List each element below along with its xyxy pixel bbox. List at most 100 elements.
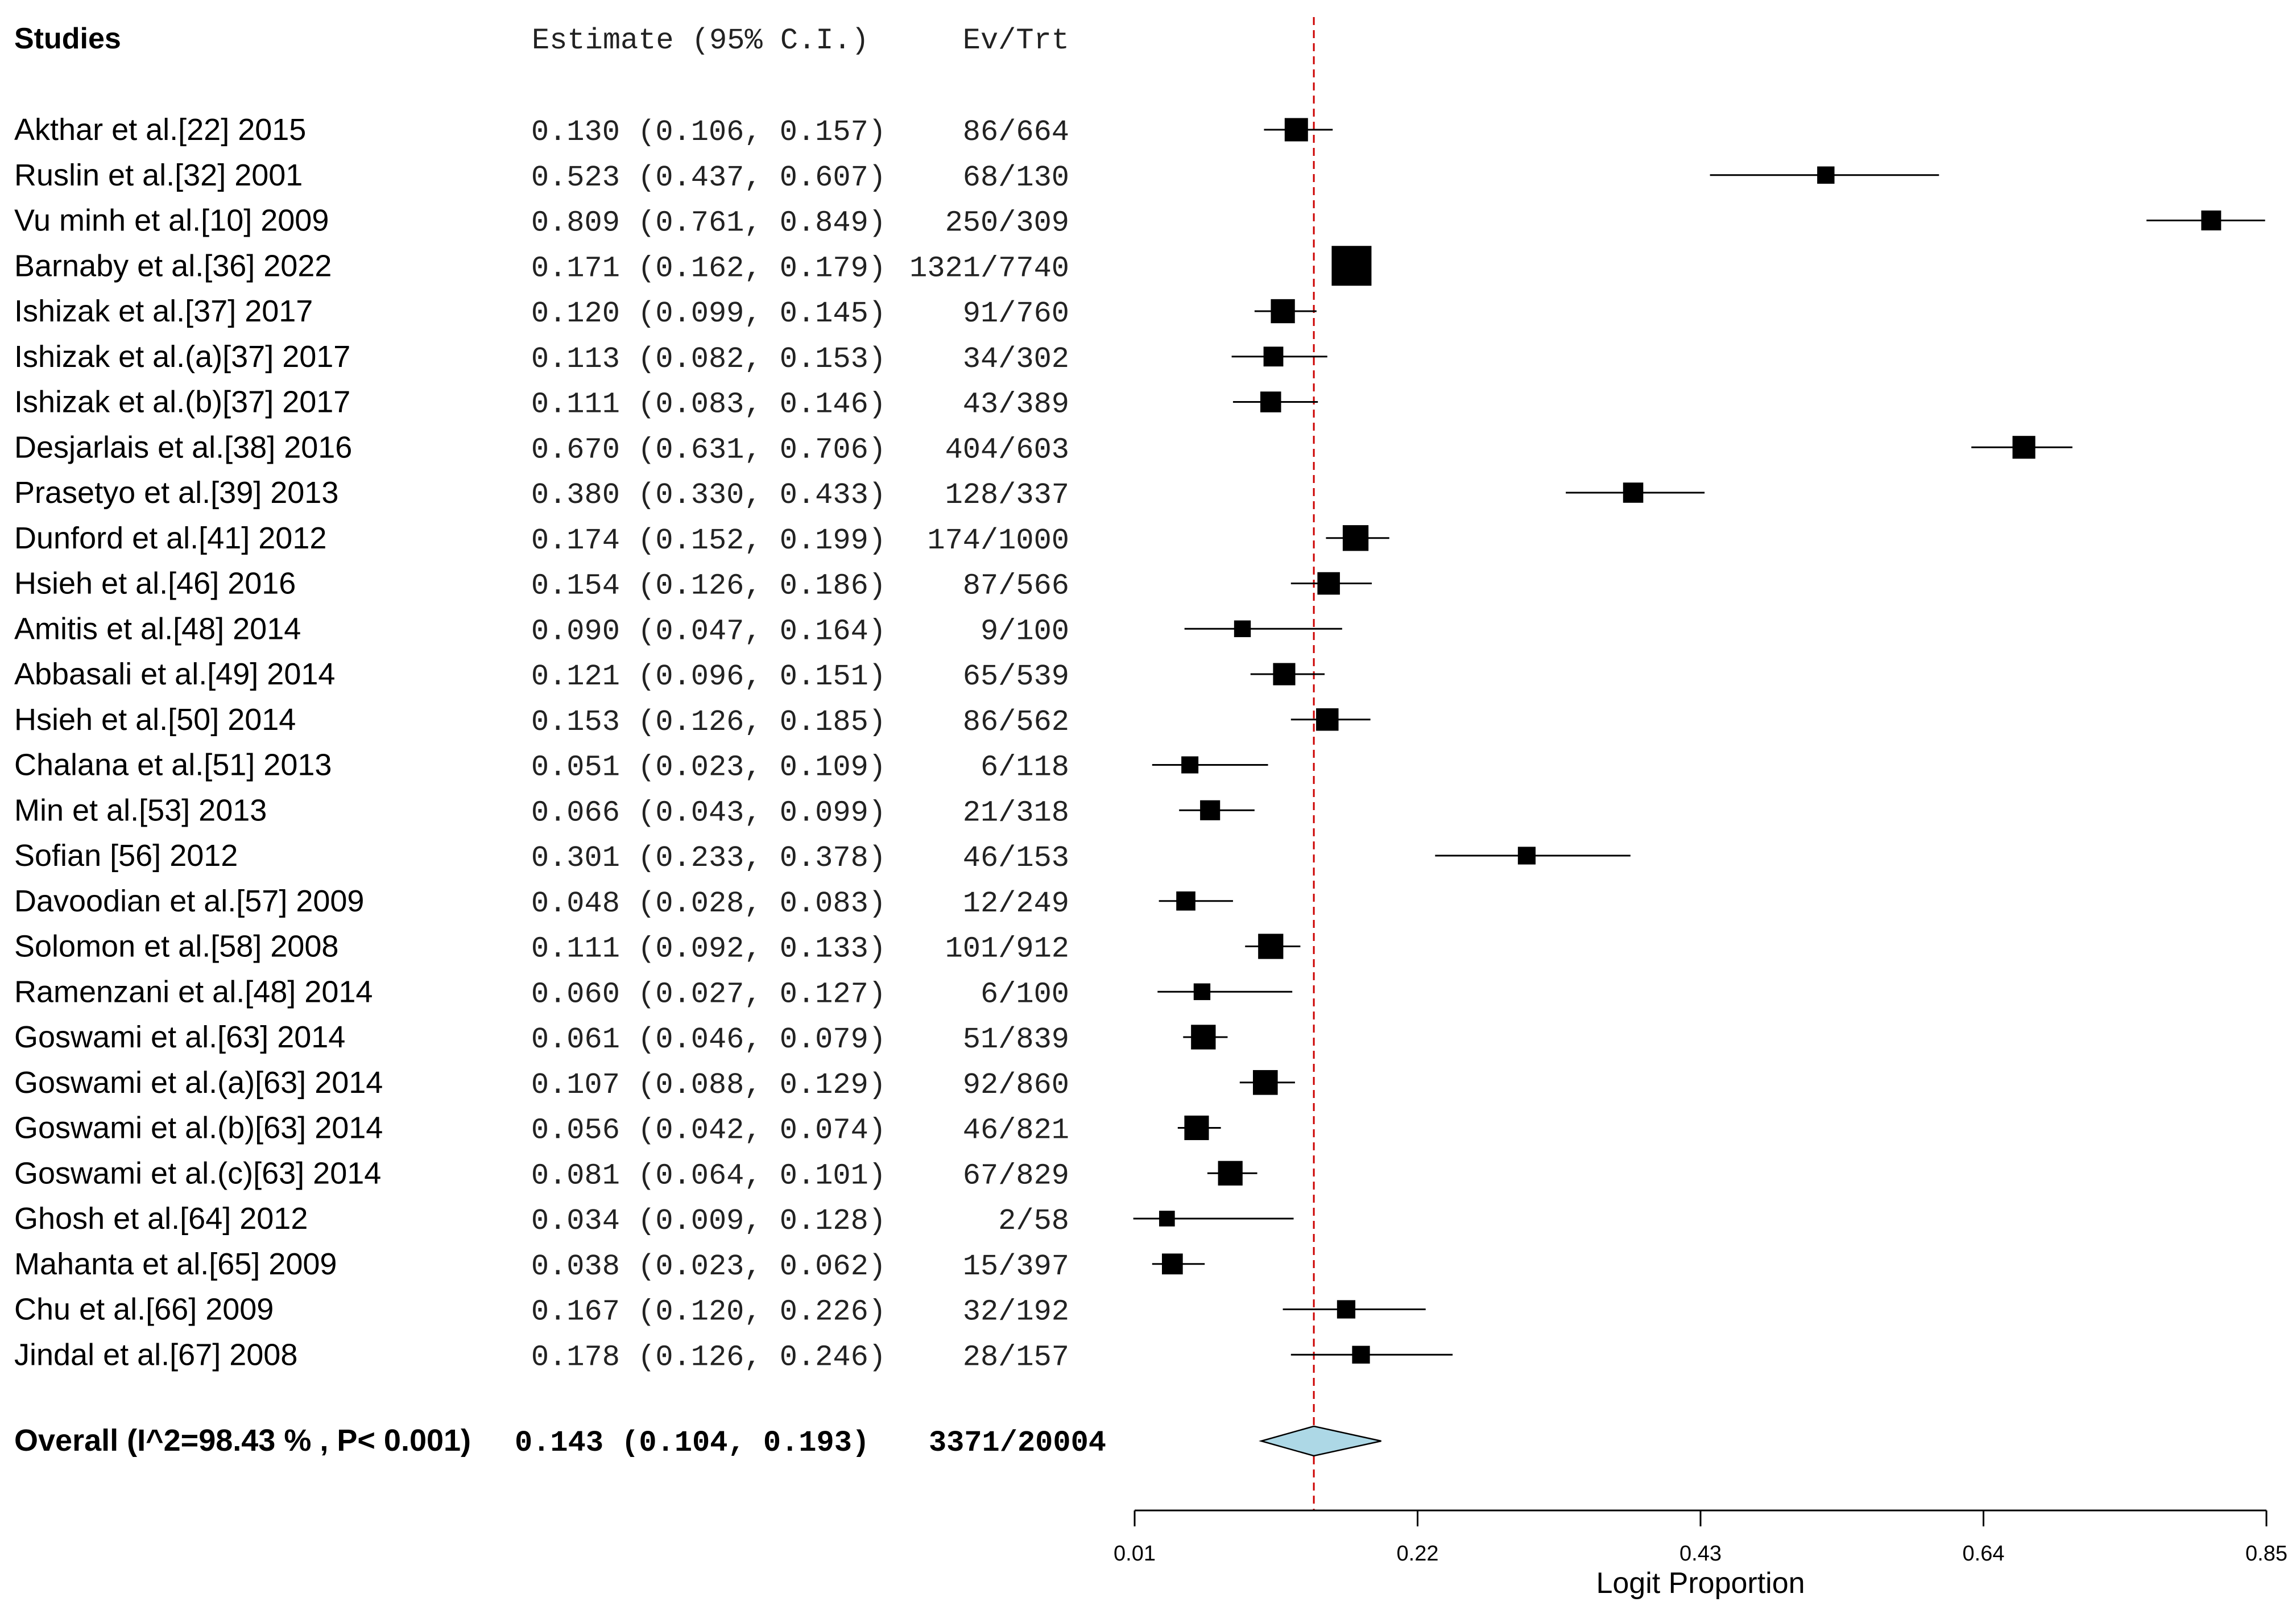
study-name: Hsieh et al.[50] 2014 [14, 703, 296, 737]
study-ev-trt: 9/100 [981, 614, 1069, 648]
x-tick-label: 0.22 [1397, 1542, 1439, 1566]
x-axis-title: Logit Proportion [1596, 1567, 1805, 1600]
study-estimate: 0.111 (0.083, 0.146) [531, 388, 886, 422]
point-marker [1331, 246, 1372, 286]
study-estimate: 0.090 (0.047, 0.164) [531, 614, 886, 648]
study-ev-trt: 21/318 [963, 796, 1069, 829]
study-name: Goswami et al.[63] 2014 [14, 1020, 345, 1054]
study-name: Ruslin et al.[32] 2001 [14, 158, 303, 192]
point-marker [1817, 166, 1835, 184]
study-name: Goswami et al.(c)[63] 2014 [14, 1156, 381, 1190]
overall-estimate: 0.143 (0.104, 0.193) [515, 1426, 870, 1460]
point-marker [2012, 436, 2036, 459]
study-estimate: 0.121 (0.096, 0.151) [531, 660, 886, 693]
point-marker [1176, 891, 1195, 911]
study-ev-trt: 87/566 [963, 569, 1069, 603]
study-ev-trt: 250/309 [945, 207, 1069, 240]
study-name: Amitis et al.[48] 2014 [14, 612, 301, 646]
overall-ev-trt: 3371/20004 [929, 1426, 1106, 1460]
study-ev-trt: 43/389 [963, 388, 1069, 422]
point-marker [1258, 934, 1284, 959]
study-estimate: 0.154 (0.126, 0.186) [531, 569, 886, 603]
study-estimate: 0.034 (0.009, 0.128) [531, 1204, 886, 1238]
study-estimate: 0.107 (0.088, 0.129) [531, 1068, 886, 1102]
study-ev-trt: 92/860 [963, 1068, 1069, 1102]
study-estimate: 0.056 (0.042, 0.074) [531, 1114, 886, 1147]
study-estimate: 0.380 (0.330, 0.433) [531, 478, 886, 512]
study-estimate: 0.670 (0.631, 0.706) [531, 433, 886, 467]
point-marker [1273, 663, 1296, 686]
study-ev-trt: 2/58 [998, 1204, 1069, 1238]
study-estimate: 0.113 (0.082, 0.153) [531, 342, 886, 376]
study-name: Mahanta et al.[65] 2009 [14, 1247, 337, 1281]
study-name: Vu minh et al.[10] 2009 [14, 204, 329, 238]
study-name: Ishizak et al.(a)[37] 2017 [14, 340, 350, 374]
study-ev-trt: 67/829 [963, 1159, 1069, 1192]
study-name: Prasetyo et al.[39] 2013 [14, 476, 338, 510]
point-marker [1184, 1115, 1209, 1141]
header-studies: Studies [14, 22, 121, 55]
overall-row: Overall (I^2=98.43 % , P< 0.001) 0.143 (… [14, 1423, 1106, 1460]
study-rows: Akthar et al.[22] 2015 0.130 (0.106, 0.15… [14, 113, 1069, 1374]
study-estimate: 0.167 (0.120, 0.226) [531, 1295, 886, 1329]
point-marker [1252, 1070, 1278, 1095]
point-marker [1200, 800, 1221, 820]
study-name: Min et al.[53] 2013 [14, 793, 267, 827]
point-marker [1623, 482, 1644, 503]
header-estimate: Estimate (95% C.I.) [532, 24, 869, 57]
study-ev-trt: 28/157 [963, 1340, 1069, 1374]
study-name: Ishizak et al.(b)[37] 2017 [14, 385, 350, 419]
study-estimate: 0.523 (0.437, 0.607) [531, 161, 886, 195]
column-headers: Studies Estimate (95% C.I.) Ev/Trt [14, 22, 1069, 57]
study-name: Desjarlais et al.[38] 2016 [14, 430, 352, 464]
x-tick-label: 0.64 [1963, 1542, 2005, 1566]
point-marker [1316, 708, 1339, 731]
study-name: Chu et al.[66] 2009 [14, 1293, 274, 1327]
study-ev-trt: 86/562 [963, 705, 1069, 739]
point-marker [1191, 1025, 1216, 1050]
point-marker [1161, 1253, 1183, 1275]
study-name: Dunford et al.[41] 2012 [14, 521, 326, 555]
point-marker [1271, 299, 1295, 324]
study-ev-trt: 51/839 [963, 1023, 1069, 1056]
study-name: Barnaby et al.[36] 2022 [14, 249, 332, 283]
x-axis: Logit Proportion 0.01 0.22 0.43 0.64 0.85 [1114, 1509, 2287, 1600]
study-ev-trt: 128/337 [945, 478, 1069, 512]
study-name: Sofian [56] 2012 [14, 839, 238, 873]
study-name: Goswami et al.(a)[63] 2014 [14, 1066, 383, 1100]
study-estimate: 0.066 (0.043, 0.099) [531, 796, 886, 829]
study-estimate: 0.171 (0.162, 0.179) [531, 251, 886, 285]
study-ev-trt: 86/664 [963, 115, 1069, 149]
study-estimate: 0.153 (0.126, 0.185) [531, 705, 886, 739]
study-ev-trt: 404/603 [945, 433, 1069, 467]
point-marker [1342, 525, 1369, 551]
study-estimate: 0.174 (0.152, 0.199) [531, 524, 886, 558]
study-ev-trt: 174/1000 [927, 524, 1069, 558]
study-name: Hsieh et al.[46] 2016 [14, 567, 296, 601]
x-tick-label: 0.85 [2245, 1542, 2287, 1566]
header-ev-trt: Ev/Trt [963, 24, 1069, 57]
study-name: Abbasali et al.[49] 2014 [14, 657, 335, 691]
overall-label: Overall (I^2=98.43 % , P< 0.001) [14, 1423, 471, 1458]
study-estimate: 0.061 (0.046, 0.079) [531, 1023, 886, 1056]
study-estimate: 0.111 (0.092, 0.133) [531, 932, 886, 966]
point-marker [1234, 620, 1251, 637]
study-estimate: 0.809 (0.761, 0.849) [531, 207, 886, 240]
study-ev-trt: 34/302 [963, 342, 1069, 376]
study-ev-trt: 46/821 [963, 1114, 1069, 1147]
overall-diamond [1259, 1425, 1381, 1457]
study-name: Jindal et al.[67] 2008 [14, 1337, 297, 1372]
point-marker [1159, 1211, 1175, 1227]
study-estimate: 0.178 (0.126, 0.246) [531, 1340, 886, 1374]
study-ev-trt: 91/760 [963, 297, 1069, 331]
study-estimate: 0.301 (0.233, 0.378) [531, 841, 886, 875]
study-estimate: 0.081 (0.064, 0.101) [531, 1159, 886, 1192]
x-tick-label: 0.43 [1679, 1542, 1722, 1566]
study-ev-trt: 1321/7740 [909, 251, 1069, 285]
study-name: Ghosh et al.[64] 2012 [14, 1202, 308, 1236]
point-marker [2201, 210, 2221, 230]
study-ev-trt: 6/118 [981, 751, 1069, 785]
study-estimate: 0.038 (0.023, 0.062) [531, 1250, 886, 1283]
study-ev-trt: 46/153 [963, 841, 1069, 875]
